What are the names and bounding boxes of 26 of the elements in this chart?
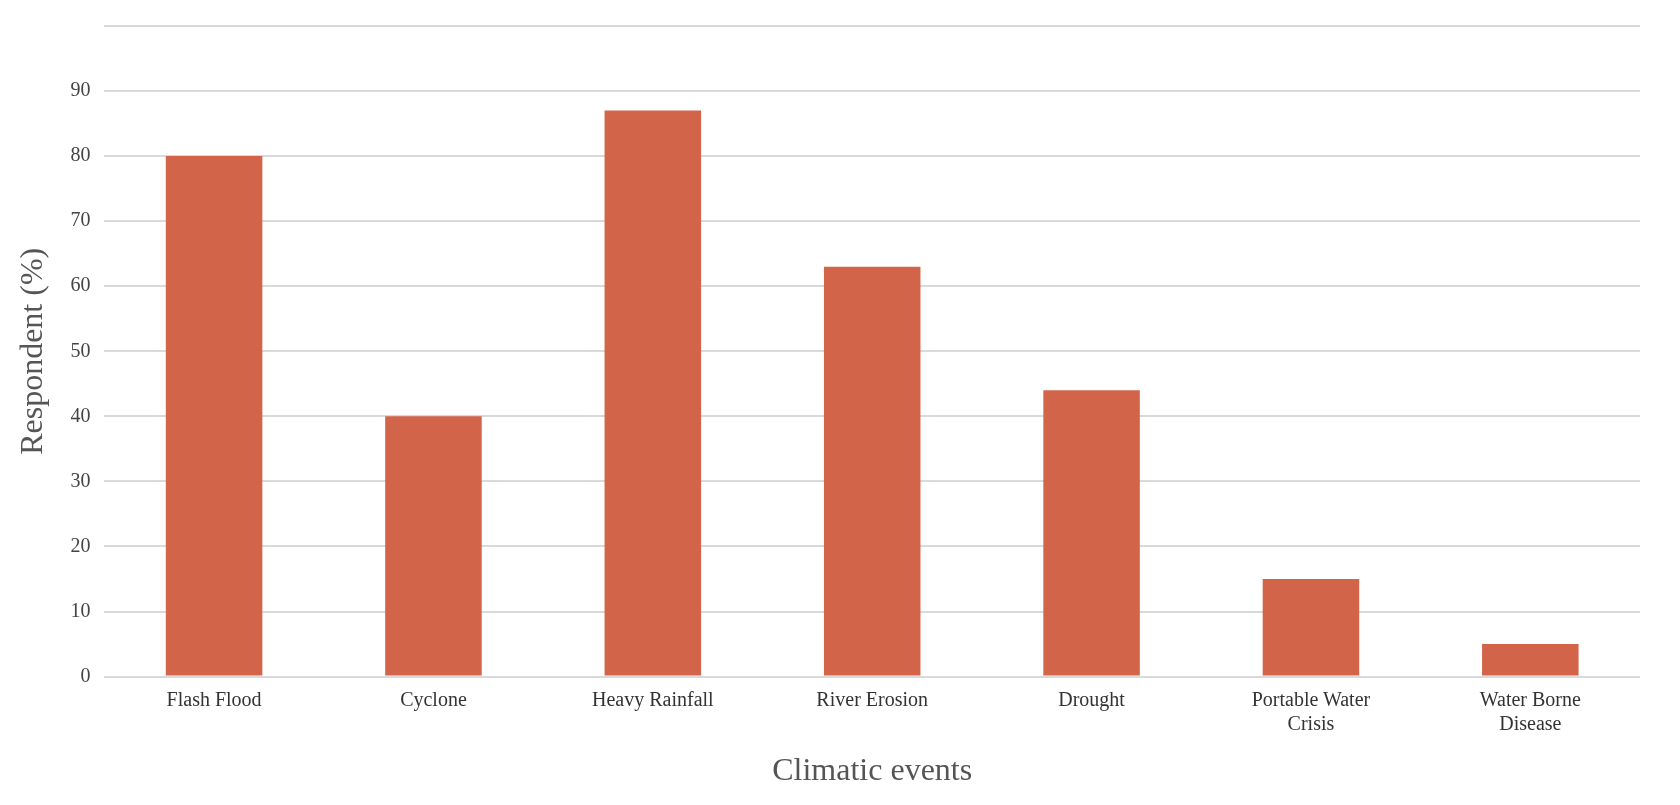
bar: [1043, 390, 1140, 676]
y-tick-label: 90: [70, 78, 91, 101]
bar: [1482, 644, 1579, 676]
x-tick-label: Flash Flood: [166, 687, 262, 710]
bar: [165, 156, 263, 676]
y-tick-label: 10: [70, 598, 91, 621]
x-tick-label: Heavy Rainfall: [592, 687, 715, 711]
x-tick-label: Drought: [1058, 687, 1126, 711]
y-tick-label: 30: [70, 468, 91, 491]
y-tick-label: 20: [70, 533, 91, 556]
x-tick-label: Cyclone: [400, 687, 467, 711]
x-tick-label: River Erosion: [816, 687, 929, 710]
x-tick-label: Water Borne Disease: [1479, 687, 1581, 734]
y-tick-label: 50: [70, 338, 91, 361]
y-tick-label: 0: [80, 663, 91, 686]
y-tick-label: 80: [70, 143, 91, 166]
y-axis-title: Respondent (%): [12, 247, 49, 455]
x-axis-title: Climatic events: [772, 751, 973, 788]
bar: [823, 266, 921, 676]
x-tick-label: Portable Water Crisis: [1251, 687, 1371, 734]
bar: [385, 416, 482, 676]
y-tick-label: 70: [70, 208, 91, 231]
bar: [1262, 579, 1360, 676]
y-tick-label: 40: [70, 403, 91, 426]
bar: [604, 110, 702, 676]
y-tick-label: 60: [70, 273, 91, 296]
